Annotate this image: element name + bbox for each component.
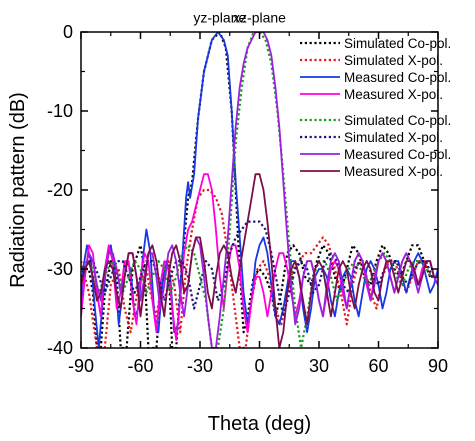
- series-line-xz-plane-measured-co-pol: [81, 32, 438, 348]
- annotation-yz-plane: yz-plane: [193, 10, 246, 26]
- legend-label-xz-plane-simulated-x-pol: Simulated X-pol.: [344, 130, 443, 145]
- y-tick-label: -40: [47, 338, 73, 358]
- legend-label-xz-plane-measured-co-pol: Measured Co-pol.: [344, 147, 451, 162]
- x-tick-label: -60: [127, 356, 153, 376]
- x-tick-label: 0: [254, 356, 264, 376]
- legend-label-yz-plane-measured-co-pol: Measured Co-pol.: [344, 70, 451, 85]
- x-tick-label: -30: [187, 356, 213, 376]
- y-axis-label: Radiation pattern (dB): [7, 92, 29, 288]
- legend-label-xz-plane-measured-x-pol: Measured X-pol.: [344, 164, 443, 179]
- ticks-layer: -90 -60 -30 0 30 60 90 0 -10 -20 -30 -40 yz-planexz-…: [47, 10, 448, 376]
- x-tick-label: 30: [309, 356, 329, 376]
- legend-label-yz-plane-simulated-co-pol: Simulated Co-pol.: [344, 36, 451, 51]
- y-tick-label: -30: [47, 259, 73, 279]
- legend-label-yz-plane-simulated-x-pol: Simulated X-pol.: [344, 53, 443, 68]
- series-line-yz-plane-simulated-x-pol: [81, 188, 438, 348]
- x-tick-label: 90: [428, 356, 448, 376]
- y-tick-label: -10: [47, 101, 73, 121]
- legend-label-yz-plane-measured-x-pol: Measured X-pol.: [344, 87, 443, 102]
- series-line-xz-plane-simulated-x-pol: [81, 220, 438, 318]
- y-tick-label: -20: [47, 180, 73, 200]
- x-tick-label: 60: [368, 356, 388, 376]
- x-tick-label: -90: [68, 356, 94, 376]
- legend-label-xz-plane-simulated-co-pol: Simulated Co-pol.: [344, 113, 451, 128]
- x-axis-label: Theta (deg): [208, 413, 311, 435]
- series-line-yz-plane-simulated-co-pol: [81, 32, 438, 348]
- annotation-xz-plane: xz-plane: [233, 10, 286, 26]
- legend: Simulated Co-pol. Simulated X-pol. Measure…: [300, 36, 451, 179]
- series-line-xz-plane-measured-x-pol: [81, 173, 438, 348]
- series-layer: [81, 32, 438, 348]
- y-tick-label: 0: [63, 22, 73, 42]
